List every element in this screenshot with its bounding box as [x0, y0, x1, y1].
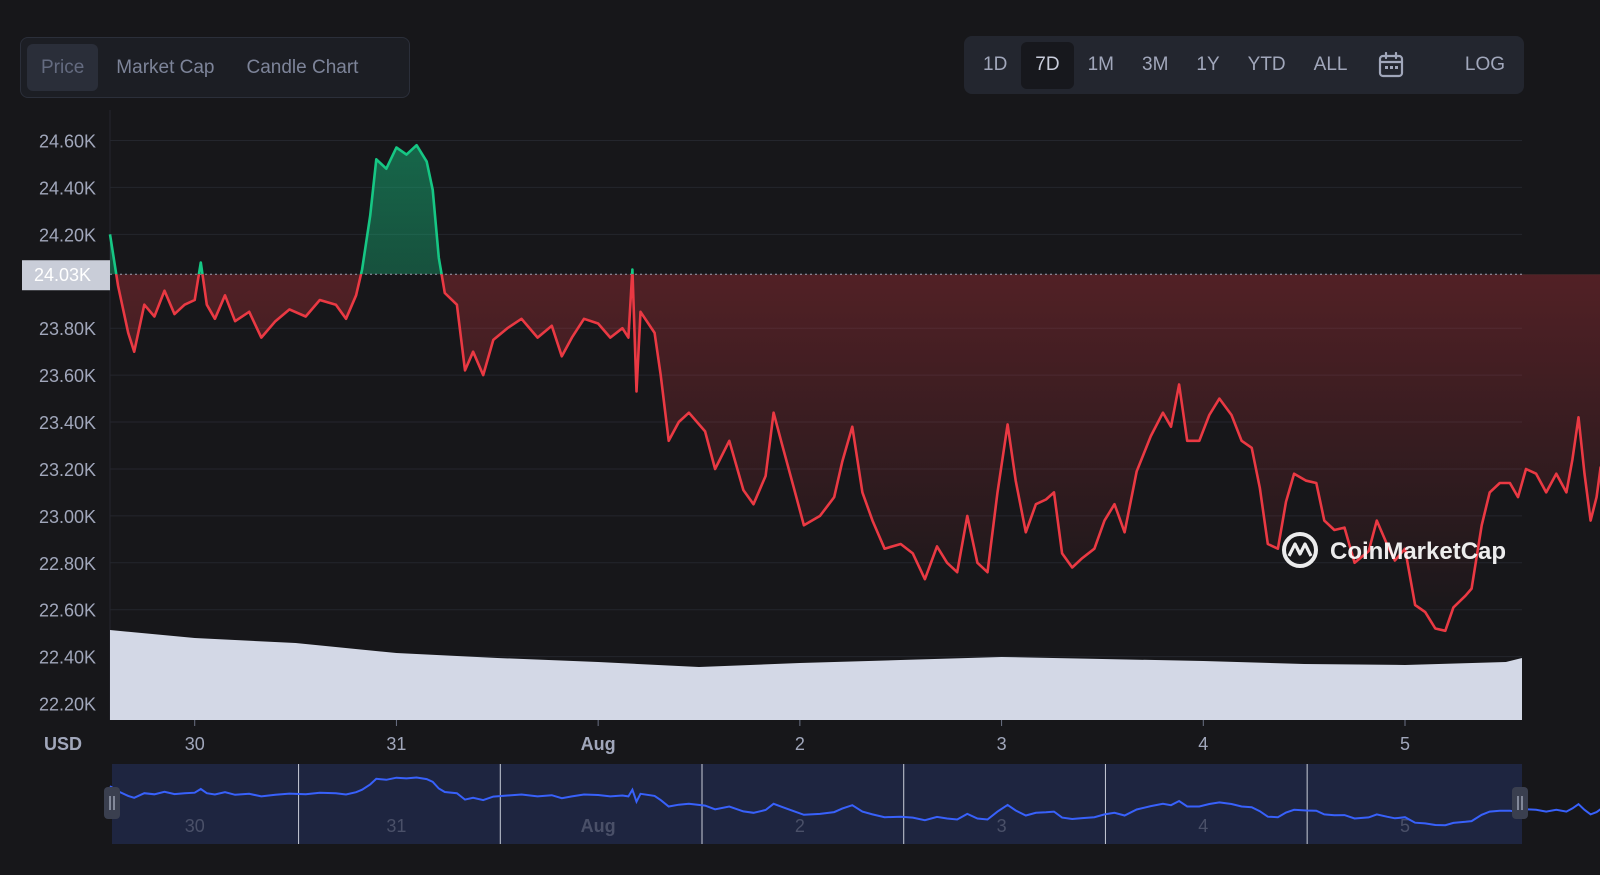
y-tick-label: 22.40K	[39, 648, 96, 668]
volume-area	[110, 630, 1522, 720]
y-tick-label: 23.20K	[39, 460, 96, 480]
navigator-label: 30	[185, 816, 205, 836]
watermark-text: CoinMarketCap	[1330, 538, 1506, 565]
y-tick-label: 24.20K	[39, 225, 96, 245]
x-tick-label: 4	[1198, 734, 1208, 754]
navigator-label: 5	[1400, 816, 1410, 836]
range-all[interactable]: ALL	[1313, 54, 1348, 75]
x-tick-label: Aug	[581, 734, 616, 754]
navigator-left-handle[interactable]	[104, 787, 120, 819]
coinmarketcap-logo-icon	[1282, 532, 1318, 568]
y-tick-label: 22.20K	[39, 695, 96, 715]
calendar-button[interactable]	[1361, 42, 1421, 89]
navigator-day-separators	[298, 764, 1308, 844]
x-tick-label: 5	[1400, 734, 1410, 754]
tab-candle-chart[interactable]: Candle Chart	[246, 56, 359, 78]
watermark: CoinMarketCap	[1282, 532, 1506, 568]
range-1y[interactable]: 1Y	[1196, 54, 1220, 75]
navigator-labels: 30 31 Aug 2 3 4 5	[185, 816, 1410, 836]
tab-price[interactable]: Price	[27, 44, 99, 91]
tab-market-cap[interactable]: Market Cap	[116, 56, 215, 78]
navigator-line	[109, 776, 1600, 827]
calendar-icon	[1379, 52, 1404, 78]
price-line-up	[108, 143, 634, 275]
navigator-label: 4	[1198, 816, 1208, 836]
y-tick-label: 23.60K	[39, 366, 96, 386]
range-3m[interactable]: 3M	[1142, 54, 1169, 75]
y-tick-label: 22.80K	[39, 554, 96, 574]
reference-price-label: 24.03K	[34, 265, 91, 285]
range-7d[interactable]: 7D	[1021, 41, 1074, 89]
x-axis: 30 31 Aug 2 3 4 5	[185, 720, 1410, 754]
log-scale-toggle[interactable]: LOG	[1464, 54, 1505, 75]
navigator-right-handle[interactable]	[1512, 787, 1528, 819]
currency-label: USD	[44, 734, 82, 754]
x-tick-label: 31	[386, 734, 406, 754]
navigator-label: Aug	[581, 816, 616, 836]
x-tick-label: 2	[795, 734, 805, 754]
range-1d[interactable]: 1D	[983, 54, 1008, 75]
x-tick-label: 3	[997, 734, 1007, 754]
y-tick-label: 24.60K	[39, 132, 96, 152]
price-line-down	[114, 274, 1600, 633]
time-range-selector: 1D 7D 1M 3M 1Y YTD ALL LOG	[964, 36, 1524, 94]
navigator-background	[112, 764, 1522, 844]
chart-type-tabs: Price Market Cap Candle Chart	[20, 37, 410, 98]
x-tick-label: 30	[185, 734, 205, 754]
y-axis: 24.60K 24.40K 24.20K 23.80K 23.60K 23.40K 23.2…	[39, 132, 96, 715]
y-tick-label: 24.40K	[39, 178, 96, 198]
navigator-label: 31	[386, 816, 406, 836]
y-tick-label: 22.60K	[39, 601, 96, 621]
y-tick-label: 23.80K	[39, 319, 96, 339]
area-fill-down	[110, 274, 1600, 631]
navigator-label: 2	[795, 816, 805, 836]
y-tick-label: 23.40K	[39, 413, 96, 433]
range-navigator[interactable]: 30 31 Aug 2 3 4 5	[0, 760, 1600, 860]
navigator-label: 3	[997, 816, 1007, 836]
range-ytd[interactable]: YTD	[1247, 54, 1286, 75]
y-tick-label: 23.00K	[39, 507, 96, 527]
price-chart[interactable]: 24.60K 24.40K 24.20K 23.80K 23.60K 23.40K 23.2…	[0, 110, 1600, 760]
reference-price-badge: 24.03K	[22, 260, 110, 291]
range-1m[interactable]: 1M	[1087, 54, 1114, 75]
